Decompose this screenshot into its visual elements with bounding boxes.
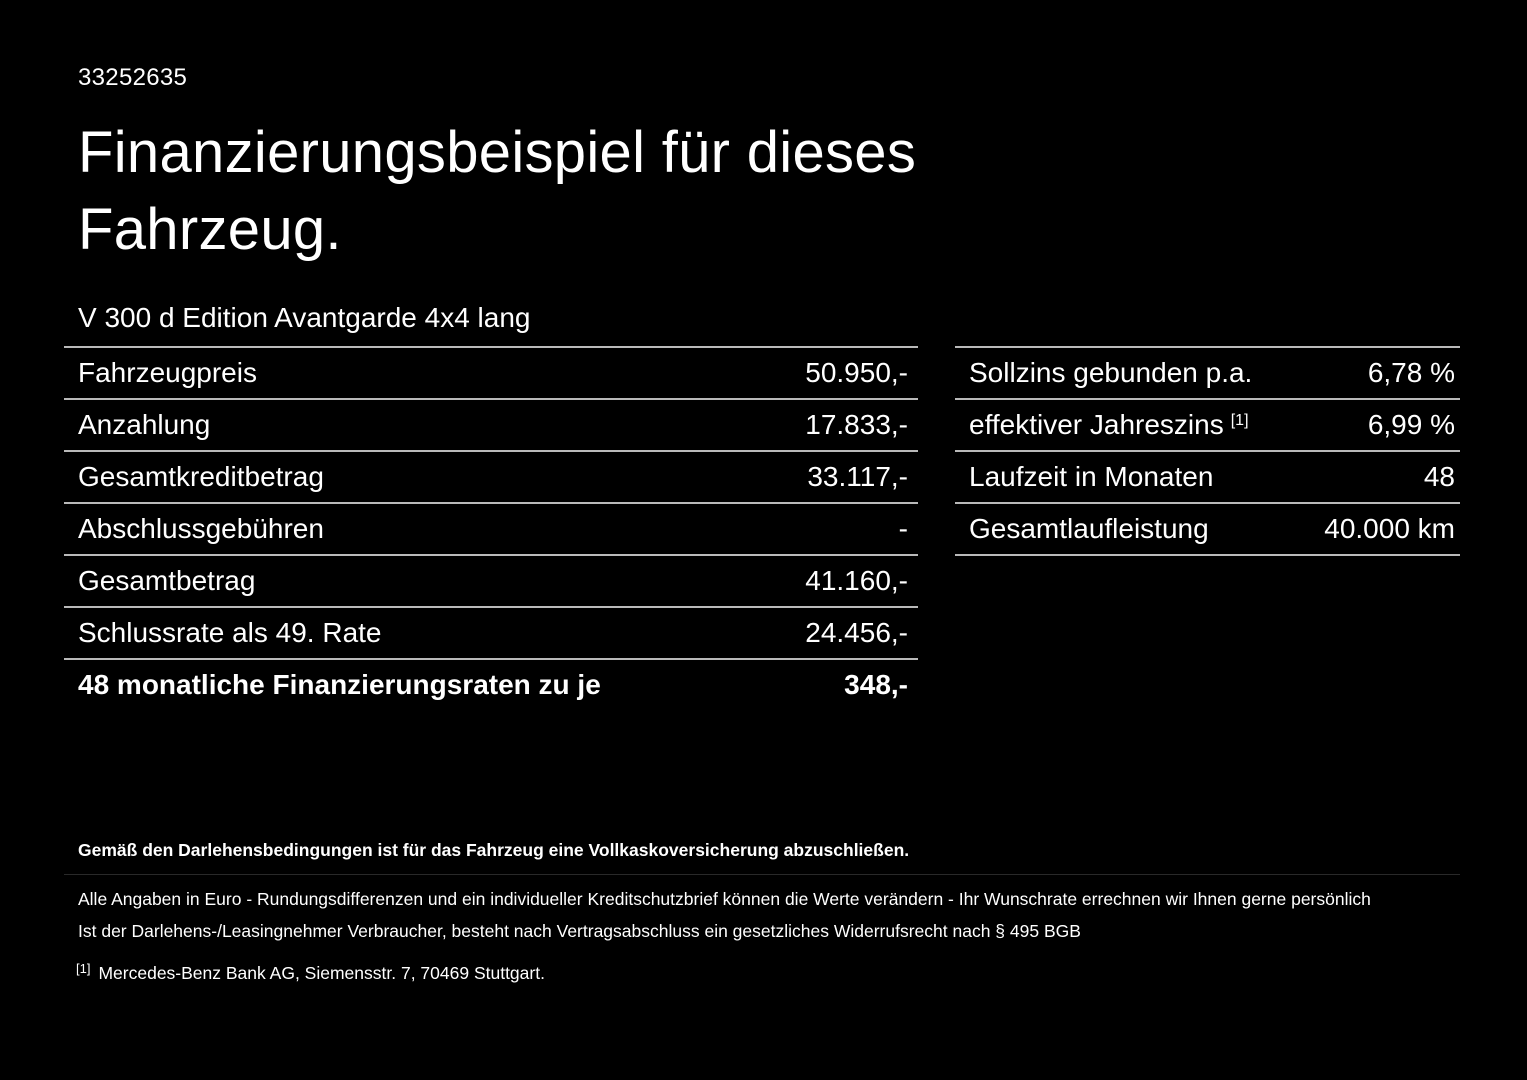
table-row: Gesamtbetrag 41.160,- bbox=[64, 554, 918, 606]
row-label: Anzahlung bbox=[78, 409, 211, 441]
table-row: Anzahlung 17.833,- bbox=[64, 398, 918, 450]
table-row: Laufzeit in Monaten 48 bbox=[955, 450, 1460, 502]
legal-footer: Gemäß den Darlehensbedingungen ist für d… bbox=[64, 840, 1460, 984]
financing-table-left: Fahrzeugpreis 50.950,- Anzahlung 17.833,… bbox=[64, 346, 918, 710]
table-row-monthly-rate: 48 monatliche Finanzierungsraten zu je 3… bbox=[64, 658, 918, 710]
footnote-marker: [1] bbox=[76, 961, 91, 976]
row-label: Gesamtkreditbetrag bbox=[78, 461, 324, 493]
row-value: - bbox=[898, 513, 908, 545]
row-value: 41.160,- bbox=[805, 565, 908, 597]
row-value: 24.456,- bbox=[805, 617, 908, 649]
row-value: 6,78 % bbox=[1367, 357, 1455, 389]
footnote-reference: [1] bbox=[1230, 412, 1249, 430]
row-label: Abschlussgebühren bbox=[78, 513, 324, 545]
row-label: Schlussrate als 49. Rate bbox=[78, 617, 382, 649]
row-value: 6,99 % bbox=[1367, 409, 1455, 441]
row-label: Gesamtlaufleistung bbox=[969, 513, 1209, 545]
table-row: Gesamtkreditbetrag 33.117,- bbox=[64, 450, 918, 502]
table-row: Schlussrate als 49. Rate 24.456,- bbox=[64, 606, 918, 658]
disclaimer-note-2: Ist der Darlehens-/Leasingnehmer Verbrau… bbox=[78, 921, 1081, 941]
table-row: effektiver Jahreszins [1] 6,99 % bbox=[955, 398, 1460, 450]
vehicle-name: V 300 d Edition Avantgarde 4x4 lang bbox=[78, 302, 531, 334]
table-row: Gesamtlaufleistung 40.000 km bbox=[955, 502, 1460, 554]
row-label: Laufzeit in Monaten bbox=[969, 461, 1214, 493]
page-title: Finanzierungsbeispiel für dieses Fahrzeug… bbox=[64, 114, 1460, 268]
row-value: 50.950,- bbox=[805, 357, 908, 389]
disclaimer-note-1: Alle Angaben in Euro - Rundungsdifferenz… bbox=[78, 889, 1371, 909]
row-label: Gesamtbetrag bbox=[78, 565, 256, 597]
row-label: Sollzins gebunden p.a. bbox=[969, 357, 1253, 389]
row-value: 33.117,- bbox=[807, 461, 908, 493]
page-title-line1: Finanzierungsbeispiel für dieses bbox=[78, 120, 917, 185]
row-label-text: effektiver Jahreszins bbox=[969, 409, 1224, 441]
table-row: Sollzins gebunden p.a. 6,78 % bbox=[955, 346, 1460, 398]
row-value: 17.833,- bbox=[805, 409, 908, 441]
row-value: 348,- bbox=[844, 669, 908, 701]
row-value: 40.000 km bbox=[1324, 513, 1455, 545]
footnote-text: Mercedes-Benz Bank AG, Siemensstr. 7, 70… bbox=[98, 963, 545, 983]
insurance-note: Gemäß den Darlehensbedingungen ist für d… bbox=[64, 840, 1460, 875]
table-row: Abschlussgebühren - bbox=[64, 502, 918, 554]
financing-tables: Fahrzeugpreis 50.950,- Anzahlung 17.833,… bbox=[64, 346, 1460, 710]
bank-footnote: [1] Mercedes-Benz Bank AG, Siemensstr. 7,… bbox=[64, 961, 1460, 984]
row-label: 48 monatliche Finanzierungsraten zu je bbox=[78, 669, 601, 701]
document-id: 33252635 bbox=[78, 64, 188, 91]
row-label: Fahrzeugpreis bbox=[78, 357, 257, 389]
row-value: 48 bbox=[1423, 461, 1455, 493]
table-row: Fahrzeugpreis 50.950,- bbox=[64, 346, 918, 398]
row-label: effektiver Jahreszins [1] bbox=[955, 409, 1249, 441]
page-title-line2: Fahrzeug. bbox=[78, 197, 342, 263]
financing-table-right: Sollzins gebunden p.a. 6,78 % effektiver… bbox=[955, 346, 1460, 557]
